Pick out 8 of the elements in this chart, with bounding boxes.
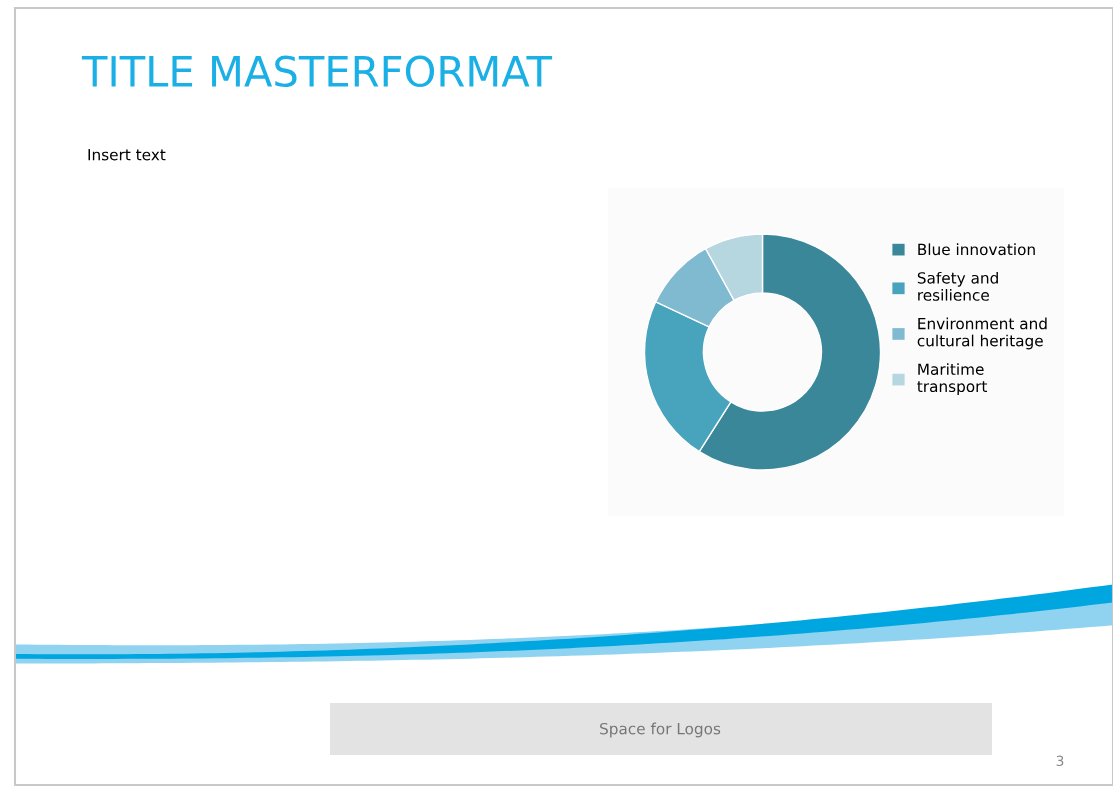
chart-title: TITLE MASTERFORMAT bbox=[81, 55, 553, 88]
text: Space for Logos bbox=[600, 722, 721, 738]
legend-label: Environment and cultural heritage bbox=[917, 317, 1047, 350]
text: 3 bbox=[1056, 755, 1064, 767]
text: Insert text bbox=[88, 149, 166, 161]
legend-label: Safety and resilience bbox=[917, 271, 998, 301]
legend-label: Maritime transport bbox=[917, 363, 988, 396]
legend-label: Blue innovation bbox=[918, 243, 1035, 256]
